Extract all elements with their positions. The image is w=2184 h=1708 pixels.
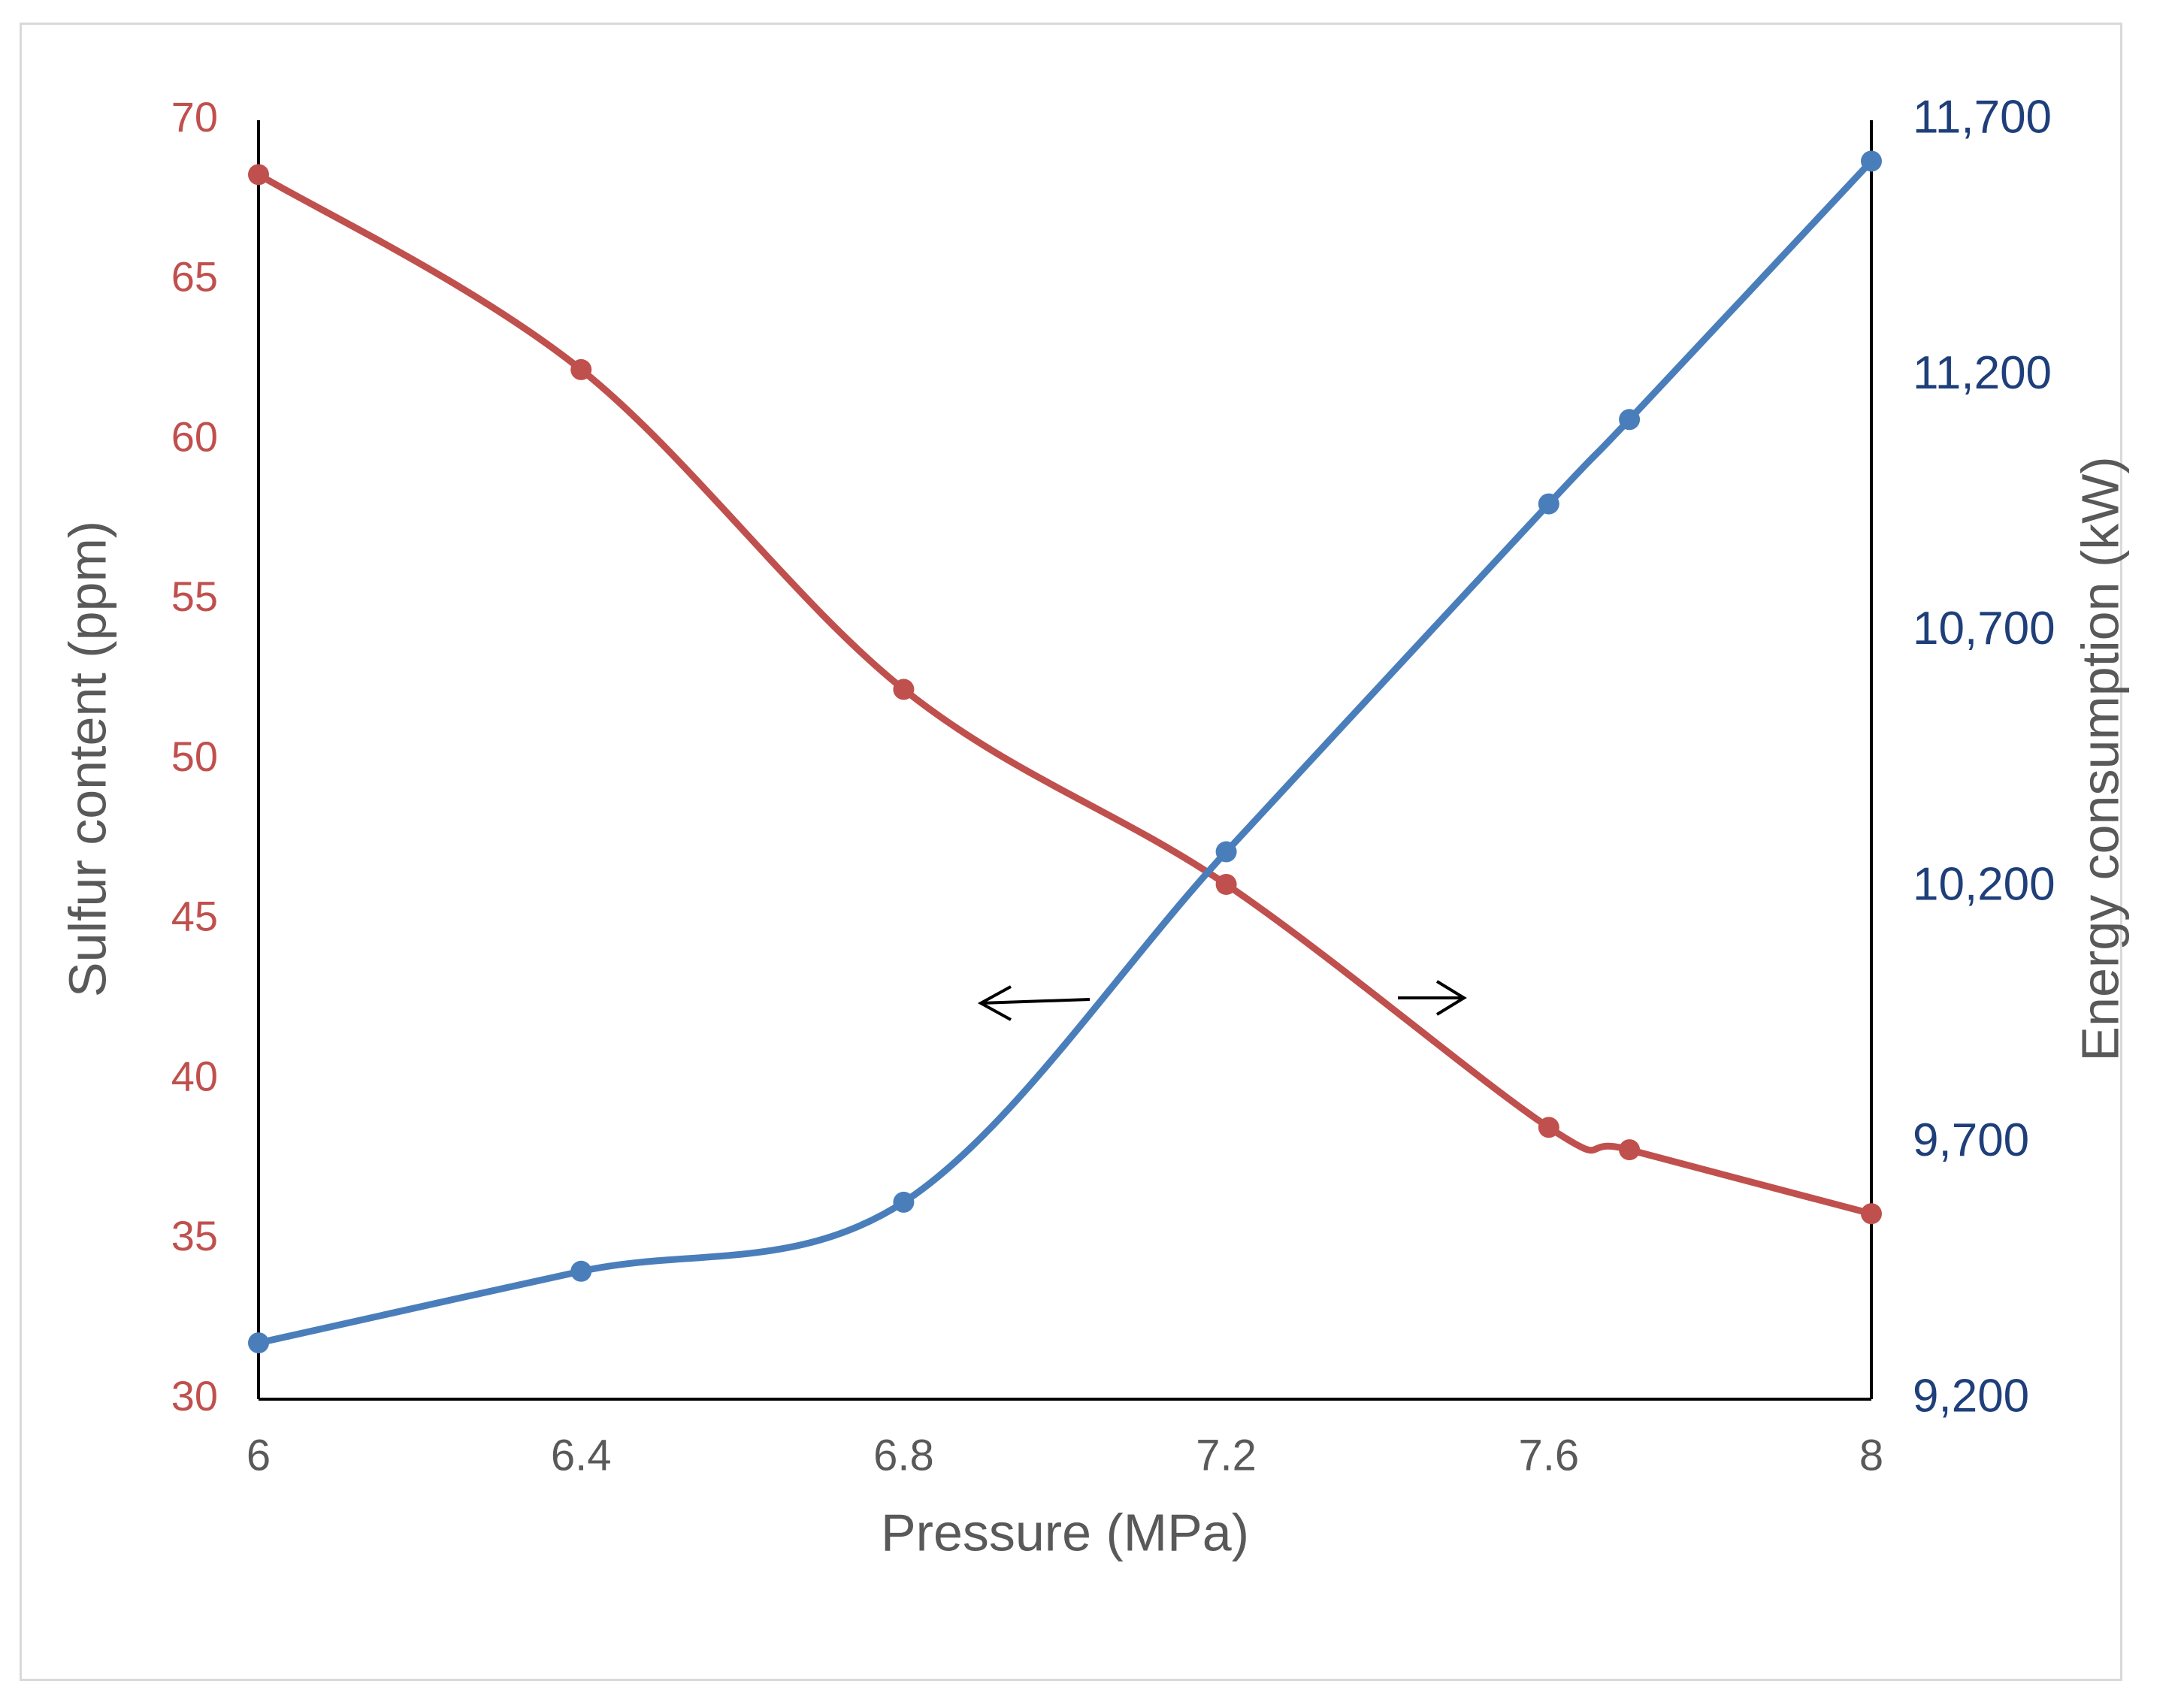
energy-series [248, 150, 1882, 1354]
axes [257, 120, 1873, 1401]
sulfur-series-line [255, 171, 1875, 1217]
y-right-tick-labels: 9,200 9,700 10,200 10,700 11,200 11,700 [1913, 91, 2055, 1422]
y-left-tick-label: 55 [171, 573, 218, 620]
y-axis-left-title: Sulfur content (ppm) [58, 521, 116, 997]
x-tick-label: 7.2 [1196, 1431, 1257, 1480]
sulfur-point [1619, 1139, 1641, 1161]
y-right-tick-label: 11,200 [1913, 347, 2052, 399]
x-tick-label: 7.6 [1518, 1431, 1579, 1480]
y-left-tick-label: 45 [171, 893, 218, 940]
sulfur-point [1538, 1117, 1559, 1138]
sulfur-point [248, 164, 269, 186]
sulfur-point [570, 358, 592, 380]
x-axis-title: Pressure (MPa) [881, 1503, 1249, 1561]
energy-point [893, 1191, 915, 1213]
left-axis-arrow [977, 985, 1090, 1021]
energy-point [248, 1332, 269, 1354]
y-left-tick-label: 60 [171, 413, 218, 460]
y-right-tick-label: 10,200 [1913, 859, 2055, 911]
y-left-tick-label: 65 [171, 253, 218, 301]
y-right-tick-label: 9,200 [1913, 1370, 2029, 1422]
energy-point [1619, 409, 1641, 431]
sulfur-point [1861, 1203, 1882, 1225]
y-right-tick-label: 10,700 [1913, 603, 2055, 654]
y-left-tick-label: 35 [171, 1212, 218, 1259]
x-tick-label: 6.4 [551, 1431, 612, 1480]
y-left-tick-label: 70 [171, 93, 218, 141]
sulfur-series [248, 164, 1882, 1225]
x-tick-label: 8 [1859, 1431, 1883, 1480]
energy-point [1861, 150, 1882, 172]
energy-point [1215, 841, 1237, 863]
sulfur-point [893, 679, 915, 700]
y-left-tick-label: 30 [171, 1372, 218, 1419]
y-left-tick-label: 40 [171, 1052, 218, 1099]
y-right-tick-label: 11,700 [1913, 91, 2052, 143]
x-tick-labels: 6 6.4 6.8 7.2 7.6 8 [247, 1431, 1883, 1480]
y-axis-right-title: Energy consumption (kW) [2071, 456, 2129, 1061]
sulfur-point [1215, 873, 1237, 895]
energy-point [570, 1260, 592, 1282]
right-axis-arrow [1398, 980, 1467, 1016]
x-tick-label: 6.8 [873, 1431, 934, 1480]
y-left-tick-labels: 30 35 40 45 50 55 60 65 70 [171, 93, 218, 1419]
series-layer [248, 150, 1882, 1354]
y-right-tick-label: 9,700 [1913, 1114, 2029, 1166]
chart-frame [20, 23, 2122, 1681]
y-left-tick-label: 50 [171, 733, 218, 780]
x-tick-label: 6 [247, 1431, 271, 1480]
energy-point [1538, 493, 1559, 515]
energy-series-line [255, 157, 1875, 1347]
annotation-arrows [977, 980, 1467, 1021]
